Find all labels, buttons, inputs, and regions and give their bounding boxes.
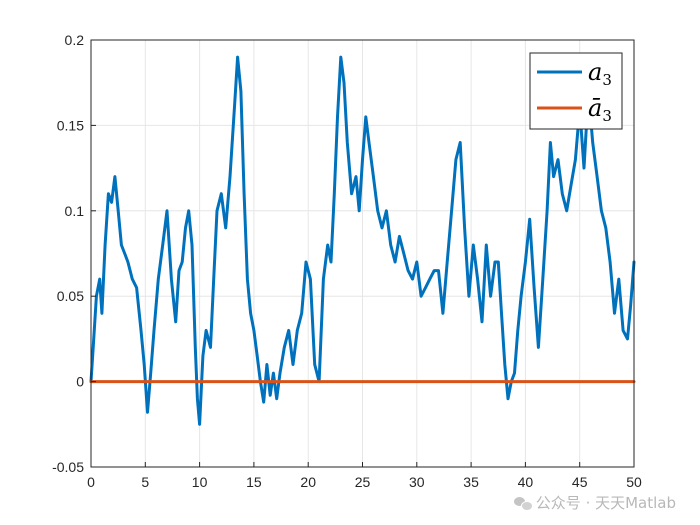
legend-label-subscript: 3 (602, 107, 612, 125)
y-tick-label: 0.2 (65, 32, 85, 48)
x-tick-label: 50 (626, 474, 642, 490)
series-line-1 (89, 55, 636, 426)
x-tick-label: 30 (409, 474, 425, 490)
legend-box (529, 52, 623, 130)
y-tick-label: 0.05 (57, 288, 84, 304)
y-tick-label: 0.15 (57, 117, 84, 133)
x-tick-label: 0 (87, 474, 95, 490)
watermark-text: 公众号 · 天天Matlab (535, 494, 676, 512)
x-tick-label: 5 (141, 474, 149, 490)
x-tick-label: 35 (463, 474, 479, 490)
y-tick-label: -0.05 (52, 459, 84, 475)
wechat-icon (513, 496, 533, 511)
x-tick-label: 20 (300, 474, 316, 490)
watermark: 公众号 · 天天Matlab (513, 492, 676, 513)
y-tick-label: 0.1 (65, 203, 85, 219)
x-tick-label: 10 (192, 474, 208, 490)
x-tick-label: 15 (246, 474, 262, 490)
series-layer (89, 55, 636, 426)
y-tick-label: 0 (76, 374, 84, 390)
x-tick-label: 45 (572, 474, 588, 490)
legend-label-subscript: 3 (602, 71, 612, 89)
x-tick-label: 25 (355, 474, 371, 490)
x-tick-label: 40 (518, 474, 534, 490)
